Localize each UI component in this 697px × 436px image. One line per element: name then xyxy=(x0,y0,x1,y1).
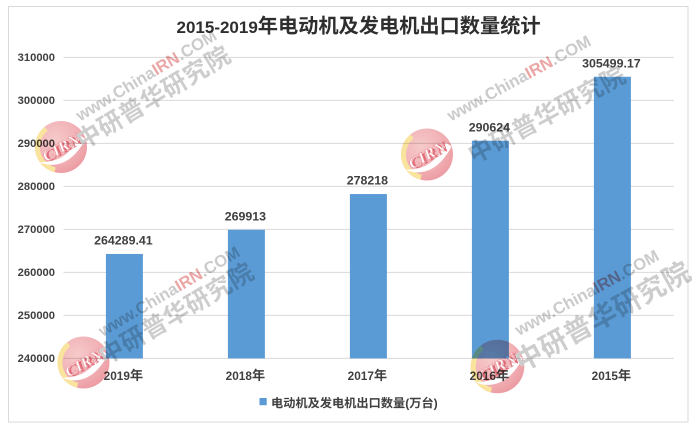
svg-text:278218: 278218 xyxy=(347,174,388,188)
svg-text:2017: 2017 xyxy=(348,369,375,383)
svg-text:240000: 240000 xyxy=(18,353,55,365)
svg-text:280000: 280000 xyxy=(18,181,55,193)
svg-text:310000: 310000 xyxy=(18,52,55,64)
svg-text:305499.17: 305499.17 xyxy=(582,56,641,70)
svg-text:2015: 2015 xyxy=(592,369,619,383)
svg-text:300000: 300000 xyxy=(18,95,55,107)
svg-text:2018: 2018 xyxy=(226,369,253,383)
svg-text:250000: 250000 xyxy=(18,310,55,322)
svg-text:260000: 260000 xyxy=(18,267,55,279)
svg-text:270000: 270000 xyxy=(18,224,55,236)
svg-text:264289.41: 264289.41 xyxy=(94,234,153,248)
svg-text:2015-2019: 2015-2019 xyxy=(177,18,258,37)
svg-text:2019: 2019 xyxy=(104,369,131,383)
svg-text:): ) xyxy=(434,396,438,410)
svg-text:(: ( xyxy=(405,396,410,410)
svg-text:269913: 269913 xyxy=(225,209,266,223)
